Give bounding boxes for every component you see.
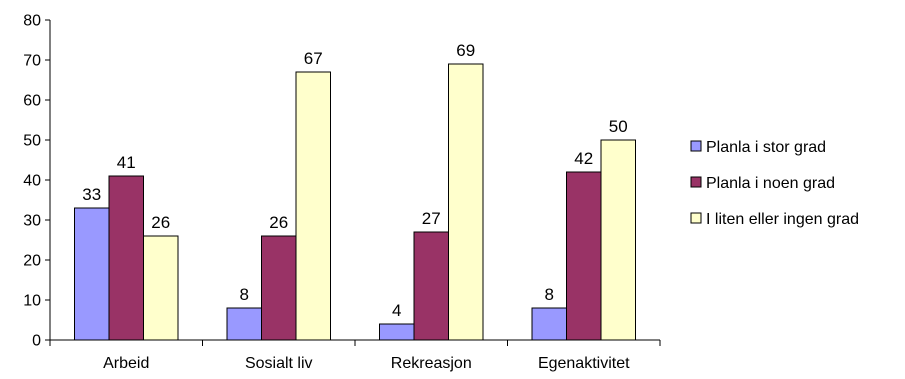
x-tick-label: Rekreasjon — [391, 355, 472, 372]
data-label: 27 — [422, 209, 441, 228]
legend: Planla i stor grad Planla i noen grad I li… — [690, 139, 859, 228]
x-axis: Arbeid Sosialt liv Rekreasjon Egenaktivitet — [49, 339, 661, 372]
data-label: 50 — [609, 117, 628, 136]
y-tick-label: 70 — [23, 53, 41, 70]
legend-label: I liten eller ingen grad — [706, 211, 859, 228]
y-tick-label: 60 — [23, 93, 41, 110]
data-label: 69 — [456, 41, 475, 60]
y-tick-label: 30 — [23, 213, 41, 230]
data-label: 8 — [545, 285, 554, 304]
bar — [566, 171, 602, 341]
data-labels: 33 41 26 8 26 67 4 27 69 8 42 50 — [82, 41, 627, 320]
data-label: 41 — [117, 153, 136, 172]
legend-label: Planla i stor grad — [706, 139, 826, 156]
x-tick-label: Egenaktivitet — [538, 355, 630, 372]
x-tick-label: Arbeid — [103, 355, 149, 372]
bars — [74, 63, 636, 341]
y-tick-label: 0 — [32, 333, 41, 350]
y-axis: 0 10 20 30 40 50 60 70 80 — [23, 13, 51, 350]
legend-label: Planla i noen grad — [706, 175, 835, 192]
data-label: 26 — [151, 213, 170, 232]
bar — [295, 71, 331, 341]
bar — [261, 235, 297, 341]
data-label: 4 — [392, 301, 401, 320]
y-tick-label: 50 — [23, 133, 41, 150]
bar — [413, 231, 449, 341]
legend-swatch — [690, 176, 702, 188]
y-tick-label: 10 — [23, 293, 41, 310]
y-tick-label: 20 — [23, 253, 41, 270]
data-label: 8 — [240, 285, 249, 304]
bar — [531, 307, 567, 341]
y-tick-label: 40 — [23, 173, 41, 190]
y-tick-label: 80 — [23, 13, 41, 30]
legend-swatch — [690, 140, 702, 152]
legend-swatch — [690, 212, 702, 224]
bar — [226, 307, 262, 341]
bar — [108, 175, 144, 341]
data-label: 26 — [269, 213, 288, 232]
bar — [600, 139, 636, 341]
bar — [448, 63, 484, 341]
x-tick-label: Sosialt liv — [245, 355, 313, 372]
bar — [379, 323, 415, 341]
bar — [74, 207, 110, 341]
data-label: 42 — [574, 149, 593, 168]
bar — [143, 235, 179, 341]
data-label: 33 — [82, 185, 101, 204]
data-label: 67 — [304, 49, 323, 68]
